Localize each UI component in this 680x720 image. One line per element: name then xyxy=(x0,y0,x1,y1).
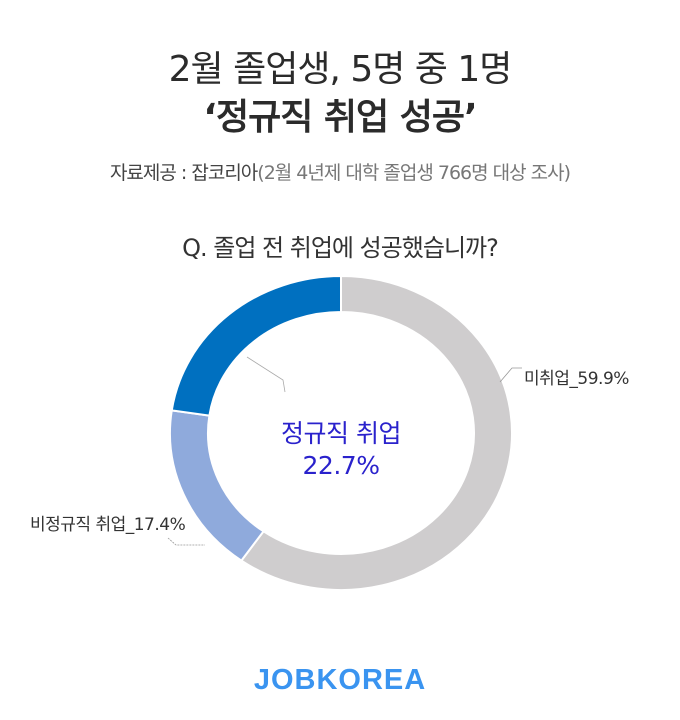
slice-label-unemployed: 미취업_59.9% xyxy=(524,369,629,389)
title-line-2: ‘정규직 취업 성공’ xyxy=(203,97,477,138)
slice-label-irregular: 비정규직 취업_17.4% xyxy=(30,515,186,535)
leader-line-irregular xyxy=(167,537,205,546)
source-label: 자료제공 : 잡코리아 xyxy=(109,162,258,184)
chart-title: Q. 졸업 전 취업에 성공했습니까? xyxy=(182,234,499,262)
center-label-name: 정규직 취업 xyxy=(281,419,401,448)
donut-slice-unemployed xyxy=(239,274,513,591)
center-label-value: 22.7% xyxy=(302,451,380,480)
source-note: (2월 4년제 대학 졸업생 766명 대상 조사) xyxy=(257,162,571,184)
leader-line-regular xyxy=(246,356,286,393)
donut-slice-regular xyxy=(170,274,342,417)
center-label: 정규직 취업 22.7% xyxy=(241,418,441,482)
leader-line-unemployed xyxy=(499,367,522,383)
title-line-1: 2월 졸업생, 5명 중 1명 xyxy=(168,49,513,90)
source-credit: 자료제공 : 잡코리아(2월 4년제 대학 졸업생 766명 대상 조사) xyxy=(0,158,680,185)
jobkorea-logo: JOBKOREA xyxy=(253,664,427,696)
